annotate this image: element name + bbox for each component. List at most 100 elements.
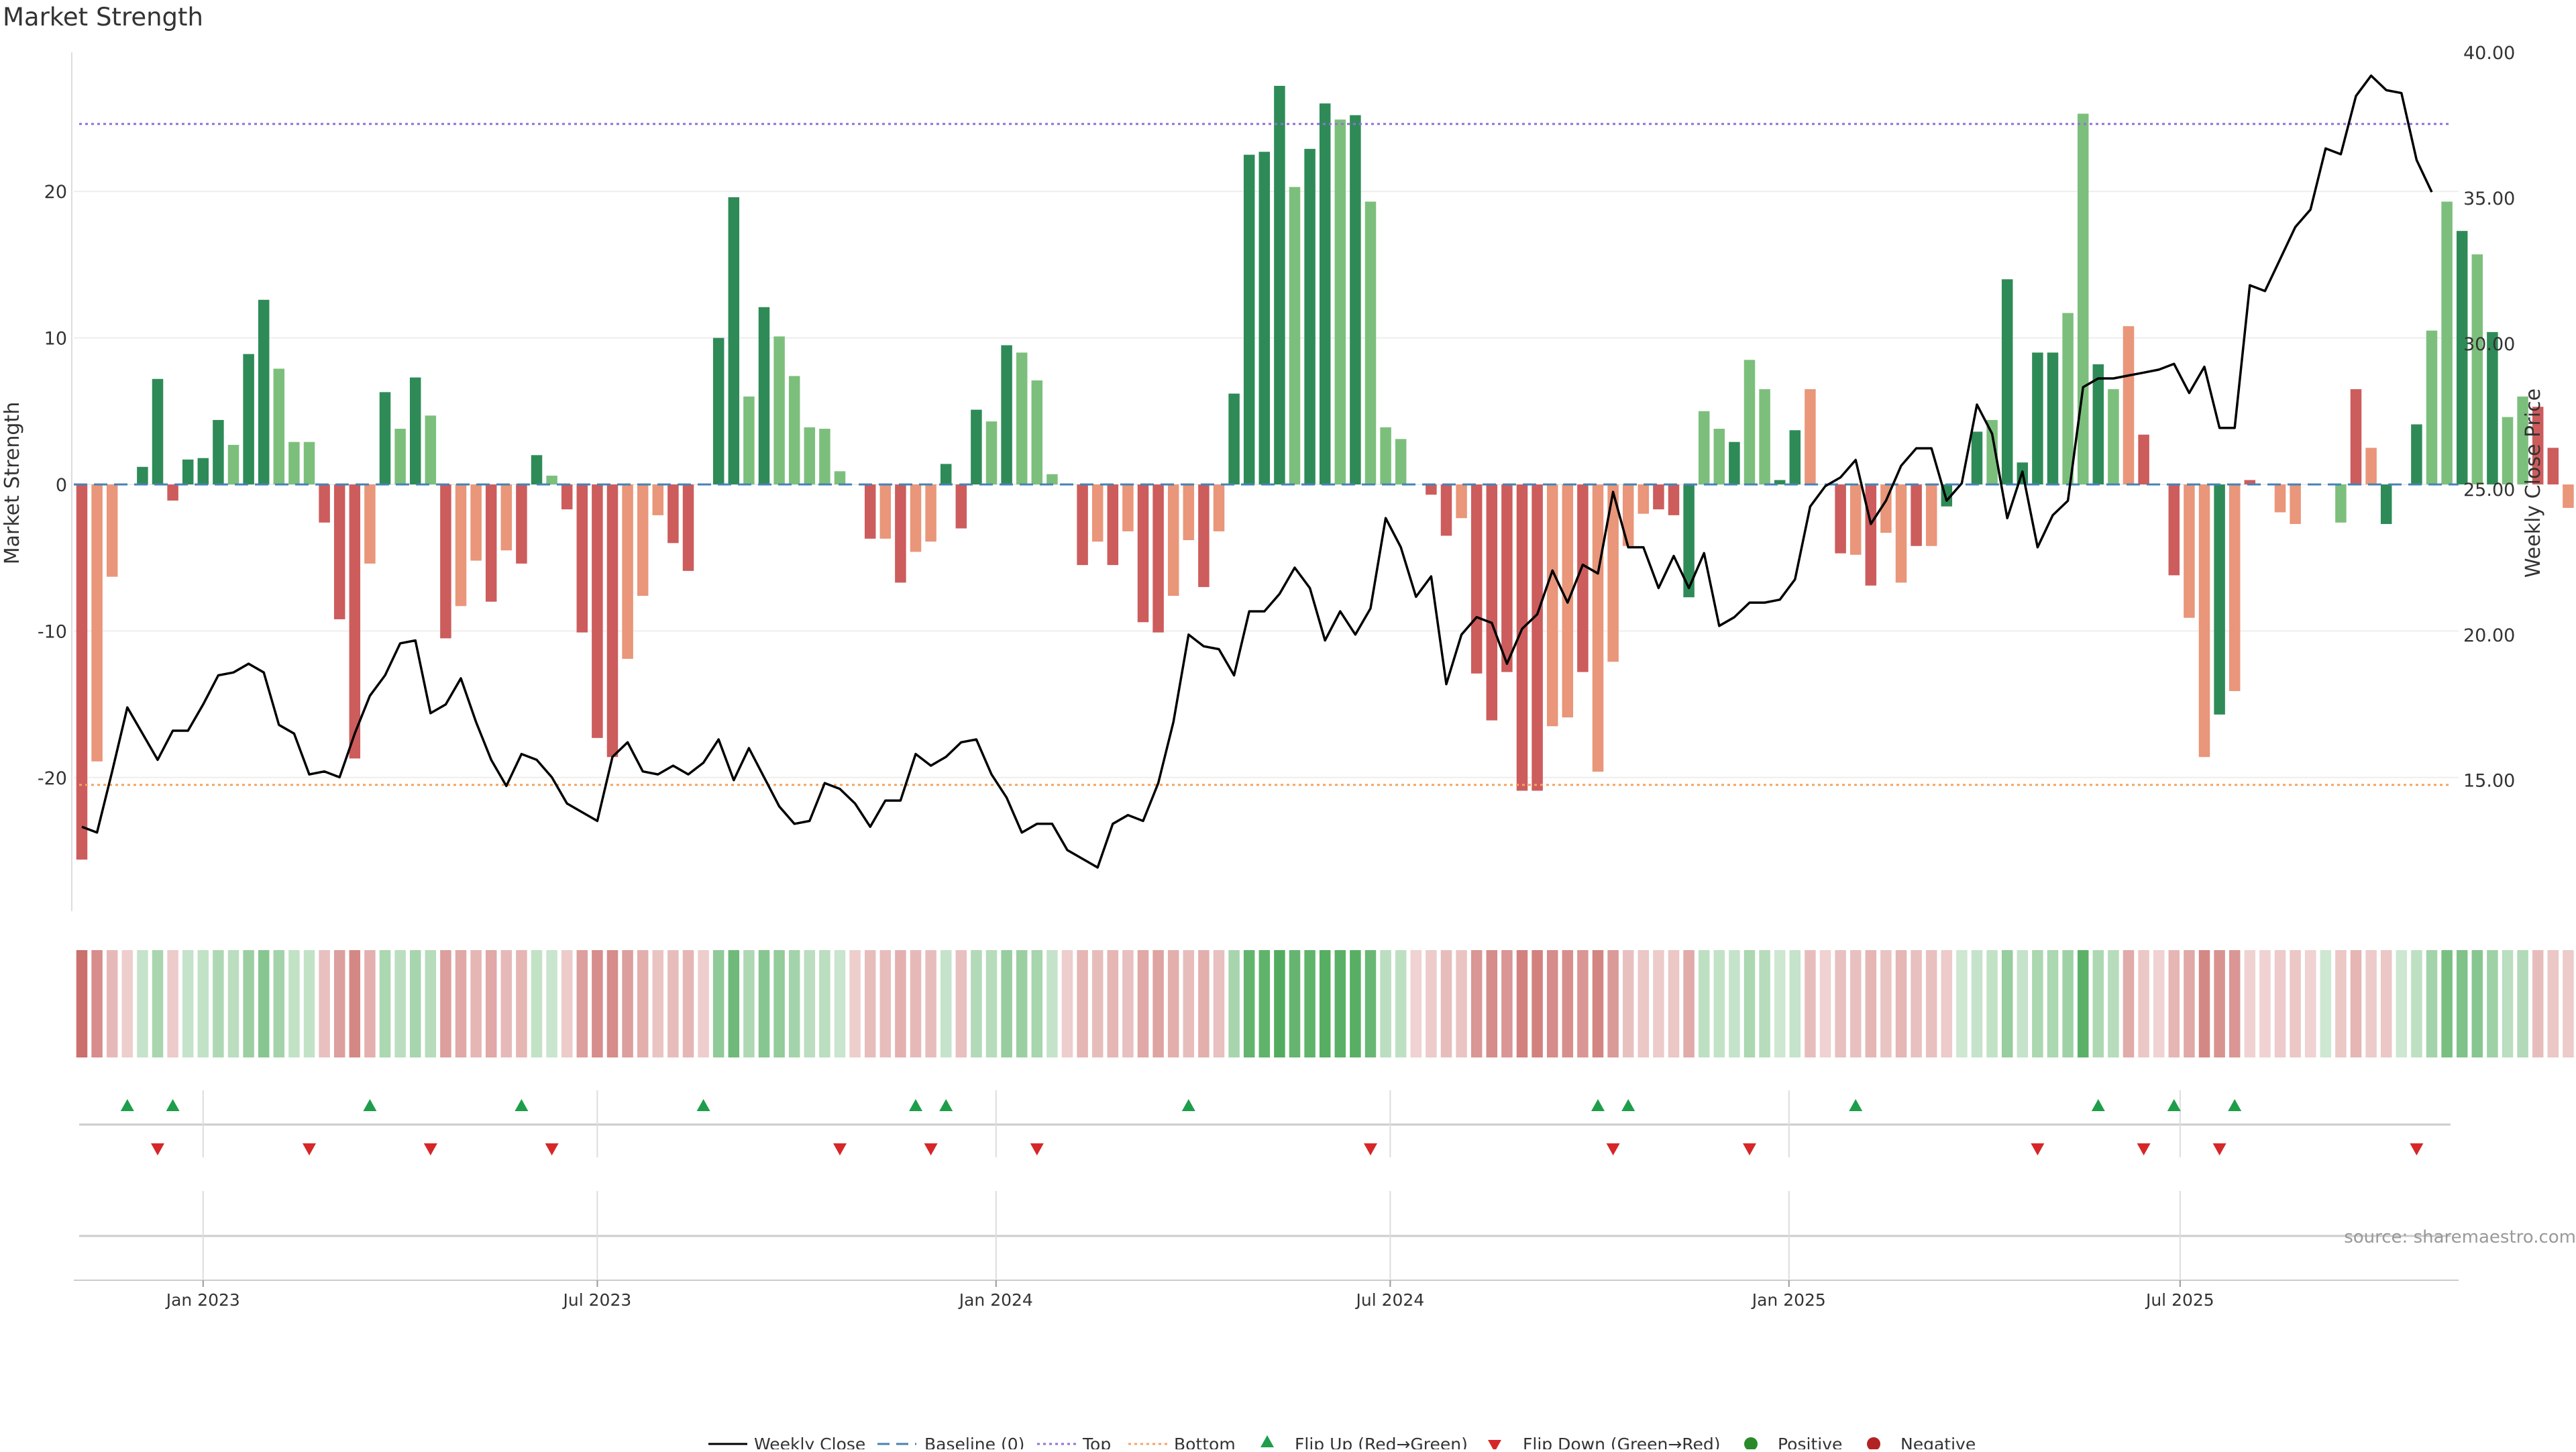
- strength-bar: [1805, 389, 1816, 484]
- heat-cell: [1258, 950, 1271, 1057]
- heat-cell: [1516, 950, 1528, 1057]
- heat-cell: [182, 950, 194, 1057]
- strength-bar: [2274, 484, 2286, 513]
- date-tick-label: Jul 2023: [562, 1290, 632, 1310]
- strength-bar: [971, 409, 982, 484]
- heat-cell: [1334, 950, 1346, 1057]
- strength-bar: [1486, 484, 1498, 721]
- heat-cell: [409, 950, 421, 1057]
- heat-cell: [561, 950, 573, 1057]
- strength-bar: [2502, 417, 2514, 484]
- strength-bar: [2077, 113, 2089, 484]
- strength-bar: [1289, 187, 1301, 484]
- heat-cell: [622, 950, 633, 1057]
- heat-cell: [2138, 950, 2149, 1057]
- strength-bar: [137, 466, 148, 484]
- strength-bar: [2532, 407, 2544, 484]
- strength-bar: [379, 392, 391, 484]
- heat-cell: [1577, 950, 1589, 1057]
- y-tick-label: 20: [44, 182, 67, 203]
- heat-cell: [1426, 950, 1437, 1057]
- heat-cell: [2017, 950, 2029, 1057]
- source-text: source: sharemaestro.com: [2344, 1227, 2576, 1247]
- strength-bar: [2335, 484, 2347, 523]
- flip-up-marker: [2228, 1099, 2242, 1111]
- strength-bar: [2244, 480, 2256, 484]
- strength-bar: [955, 484, 967, 529]
- flip-down-marker: [1743, 1143, 1756, 1155]
- strength-bar: [2123, 326, 2135, 484]
- legend-weekly-close: Weekly Close: [708, 1435, 865, 1452]
- heat-cell: [137, 950, 148, 1057]
- strength-bar: [2290, 484, 2301, 524]
- date-tick-label: Jul 2024: [1355, 1290, 1425, 1310]
- strength-bar: [470, 484, 482, 561]
- heat-cell: [1031, 950, 1043, 1057]
- heat-cell: [440, 950, 451, 1057]
- flip-down-marker: [545, 1143, 559, 1155]
- heat-cell: [1470, 950, 1483, 1057]
- date-axis-ticks: Jan 2023 Jul 2023 Jan 2024 Jul 2024 Jan 2025…: [165, 1280, 2214, 1310]
- strength-bar: [1016, 352, 1028, 484]
- heat-cell: [1380, 950, 1391, 1057]
- heat-cell: [349, 950, 361, 1057]
- strength-bar: [1137, 484, 1149, 623]
- heat-cell: [1486, 950, 1498, 1057]
- heat-cell: [2032, 950, 2043, 1057]
- strength-bar: [1698, 411, 1710, 484]
- flip-markers: [120, 1099, 2424, 1155]
- flip-up-marker: [166, 1099, 180, 1111]
- strength-bar: [758, 307, 770, 484]
- y2-tick-label: 35.00: [2463, 189, 2515, 209]
- strength-bar: [804, 427, 816, 484]
- heat-cell: [2487, 950, 2498, 1057]
- strength-bar: [576, 484, 588, 633]
- strength-bar: [1107, 484, 1119, 566]
- strength-bar: [1364, 201, 1377, 484]
- strength-bar: [243, 354, 254, 484]
- strength-bar: [319, 484, 330, 523]
- flip-down-marker: [2212, 1143, 2226, 1155]
- heat-cell: [1122, 950, 1134, 1057]
- heat-cell: [1137, 950, 1149, 1057]
- triangle-up-icon: [1260, 1435, 1274, 1447]
- strength-bar: [1274, 85, 1285, 484]
- strength-bar: [1925, 484, 1937, 546]
- y-tick-label: 10: [44, 329, 67, 350]
- strength-bar: [227, 445, 239, 484]
- heat-cell: [1395, 950, 1407, 1057]
- y2-tick-label: 30.00: [2463, 334, 2515, 355]
- heat-cell: [879, 950, 892, 1057]
- strength-bar: [682, 484, 694, 571]
- weekly-close-line: [81, 74, 2433, 869]
- heat-cell: [576, 950, 588, 1057]
- heat-cell: [2517, 950, 2528, 1057]
- heat-cell: [2411, 950, 2422, 1057]
- heat-cell: [788, 950, 800, 1057]
- heat-cell: [895, 950, 906, 1057]
- strength-bars: [76, 85, 2574, 860]
- strength-bar: [1440, 484, 1452, 536]
- strength-bar: [1046, 474, 1058, 484]
- legend-bottom: Bottom: [1128, 1435, 1236, 1452]
- heat-cell: [849, 950, 861, 1057]
- heat-cell: [2123, 950, 2135, 1057]
- heat-cell: [1107, 950, 1119, 1057]
- strength-bar: [2198, 484, 2210, 758]
- heat-cell: [910, 950, 922, 1057]
- y-tick-label: 0: [56, 475, 67, 496]
- heat-cell: [319, 950, 330, 1057]
- heat-cell: [1046, 950, 1058, 1057]
- flip-up-marker: [909, 1099, 922, 1111]
- strength-bar: [788, 376, 800, 484]
- heat-cell: [91, 950, 103, 1057]
- heat-cell: [2062, 950, 2074, 1057]
- strength-bar: [485, 484, 497, 602]
- heat-cell: [1789, 950, 1801, 1057]
- date-tick-label: Jul 2025: [2145, 1290, 2214, 1310]
- heat-cell: [1592, 950, 1604, 1057]
- strength-bar: [1258, 152, 1271, 484]
- strength-bar: [213, 419, 224, 484]
- strength-bar: [2108, 389, 2119, 484]
- heat-cell: [455, 950, 467, 1057]
